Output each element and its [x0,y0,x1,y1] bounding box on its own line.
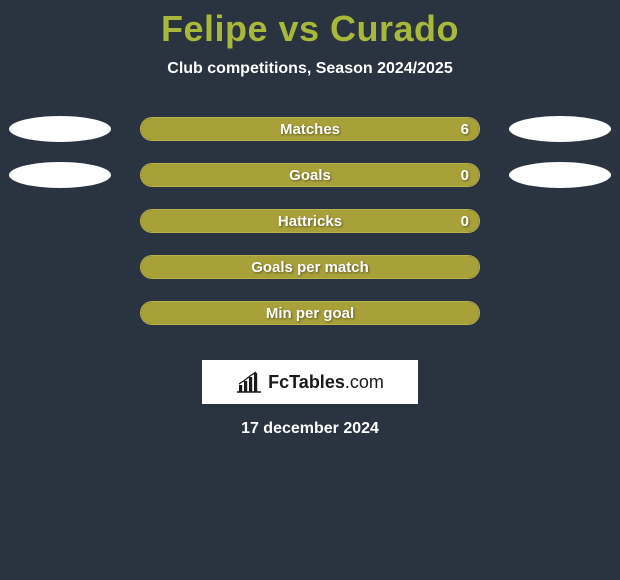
player-oval-right [509,162,611,188]
stat-rows: Matches6Goals0Hattricks0Goals per matchM… [0,116,620,346]
stat-label: Matches [141,118,479,141]
logo-text-main: FcTables [268,372,345,392]
stat-label: Min per goal [141,302,479,325]
stat-value: 6 [461,118,469,141]
stat-bar-track: Hattricks0 [140,209,480,233]
stat-bar-track: Matches6 [140,117,480,141]
stat-label: Goals per match [141,256,479,279]
logo-text-suffix: .com [345,372,384,392]
bar-chart-icon [236,371,262,393]
stat-bar-track: Min per goal [140,301,480,325]
stat-row: Min per goal [0,300,620,346]
stat-bar-track: Goals0 [140,163,480,187]
stat-label: Hattricks [141,210,479,233]
stat-row: Hattricks0 [0,208,620,254]
stat-value: 0 [461,210,469,233]
logo-text: FcTables.com [268,372,384,393]
page-subtitle: Club competitions, Season 2024/2025 [0,60,620,78]
stat-row: Matches6 [0,116,620,162]
stat-row: Goals per match [0,254,620,300]
stat-label: Goals [141,164,479,187]
player-oval-right [509,116,611,142]
player-oval-left [9,162,111,188]
stat-row: Goals0 [0,162,620,208]
date-label: 17 december 2024 [0,420,620,438]
page-title: Felipe vs Curado [0,0,620,50]
player-oval-left [9,116,111,142]
stat-bar-track: Goals per match [140,255,480,279]
stat-value: 0 [461,164,469,187]
logo-box: FcTables.com [202,360,418,404]
